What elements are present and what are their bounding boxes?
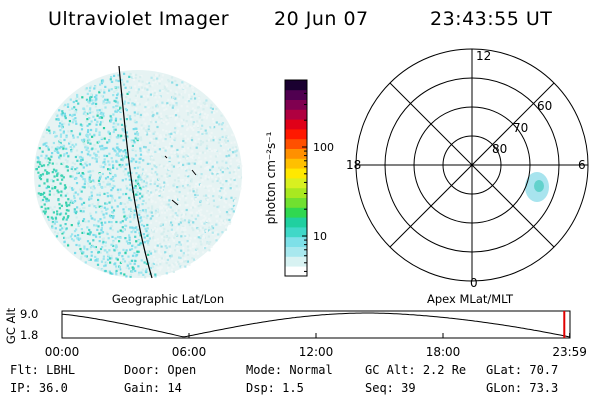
- colorbar: 10 100 photon cm⁻²s⁻¹: [264, 79, 334, 277]
- colorbar-cell: [285, 178, 307, 189]
- altitude-ytick-9: 9.0: [20, 307, 38, 321]
- mlt-label-12: 12: [476, 49, 491, 63]
- colorbar-cell: [285, 129, 307, 140]
- info-seq: Seq: 39: [365, 381, 416, 395]
- altitude-xtick-label: 23:59: [552, 345, 587, 359]
- colorbar-cell: [285, 99, 307, 110]
- lat-label-80: 80: [492, 142, 507, 156]
- colorbar-cell: [285, 109, 307, 120]
- colorbar-cell: [285, 168, 307, 179]
- colorbar-cell: [285, 197, 307, 208]
- colorbar-cell: [285, 256, 307, 267]
- uv-image-disk: [34, 65, 243, 279]
- info-door: Door: Open: [124, 363, 197, 377]
- colorbar-cell: [285, 227, 307, 238]
- info-glon: GLon: 73.3: [486, 381, 559, 395]
- altitude-plot: 00:00 06:00 12:00 18:00 23:59 9.0 1.8 GC Alt: [4, 307, 587, 359]
- image-caption: Geographic Lat/Lon: [112, 292, 224, 306]
- polar-caption: Apex MLat/MLT: [427, 292, 514, 306]
- altitude-curve: [61, 312, 571, 338]
- colorbar-cell: [285, 187, 307, 198]
- altitude-xtick-label: 06:00: [172, 345, 207, 359]
- info-mode: Mode: Normal: [246, 363, 333, 377]
- colorbar-tick-label: 100: [313, 141, 334, 154]
- info-gain: Gain: 14: [124, 381, 182, 395]
- colorbar-cell: [285, 80, 307, 91]
- colorbar-cell: [285, 138, 307, 149]
- info-filter: Flt: LBHL: [10, 363, 76, 377]
- colorbar-cell: [285, 148, 307, 159]
- terminator-line: [118, 65, 153, 279]
- lat-label-60: 60: [537, 99, 552, 113]
- lat-label-70: 70: [513, 121, 528, 135]
- mlt-label-18: 18: [346, 158, 361, 172]
- altitude-ylabel: GC Alt: [4, 307, 18, 344]
- colorbar-unit-label: photon cm⁻²s⁻¹: [264, 131, 278, 224]
- mlt-label-0: 0: [470, 276, 478, 290]
- mlt-label-6: 6: [578, 158, 586, 172]
- altitude-ytick-1-8: 1.8: [20, 328, 38, 342]
- grid-mark: [171, 199, 179, 206]
- colorbar-cell: [285, 89, 307, 100]
- colorbar-tick-label: 10: [313, 230, 327, 243]
- polar-plot: 12 0 18 6 60 70 80: [346, 48, 589, 290]
- info-ip: IP: 36.0: [10, 381, 68, 395]
- colorbar-cell: [285, 266, 307, 277]
- colorbar-cell: [285, 246, 307, 257]
- observation-date: 20 Jun 07: [274, 8, 369, 30]
- colorbar-cell: [285, 119, 307, 130]
- altitude-xtick-label: 12:00: [299, 345, 334, 359]
- grid-mark: [164, 155, 168, 159]
- altitude-xtick-label: 00:00: [45, 345, 80, 359]
- grid-mark: [191, 169, 197, 176]
- info-gc-alt: GC Alt: 2.2 Re: [365, 363, 467, 377]
- info-glat: GLat: 70.7: [486, 363, 559, 377]
- instrument-title: Ultraviolet Imager: [48, 8, 230, 30]
- colorbar-cell: [285, 158, 307, 169]
- auroral-patch-core: [534, 180, 544, 192]
- colorbar-cell: [285, 236, 307, 247]
- colorbar-cell: [285, 207, 307, 218]
- altitude-xtick-label: 18:00: [426, 345, 461, 359]
- observation-time: 23:43:55 UT: [430, 8, 553, 30]
- info-dsp: Dsp: 1.5: [246, 381, 304, 395]
- colorbar-cell: [285, 217, 307, 228]
